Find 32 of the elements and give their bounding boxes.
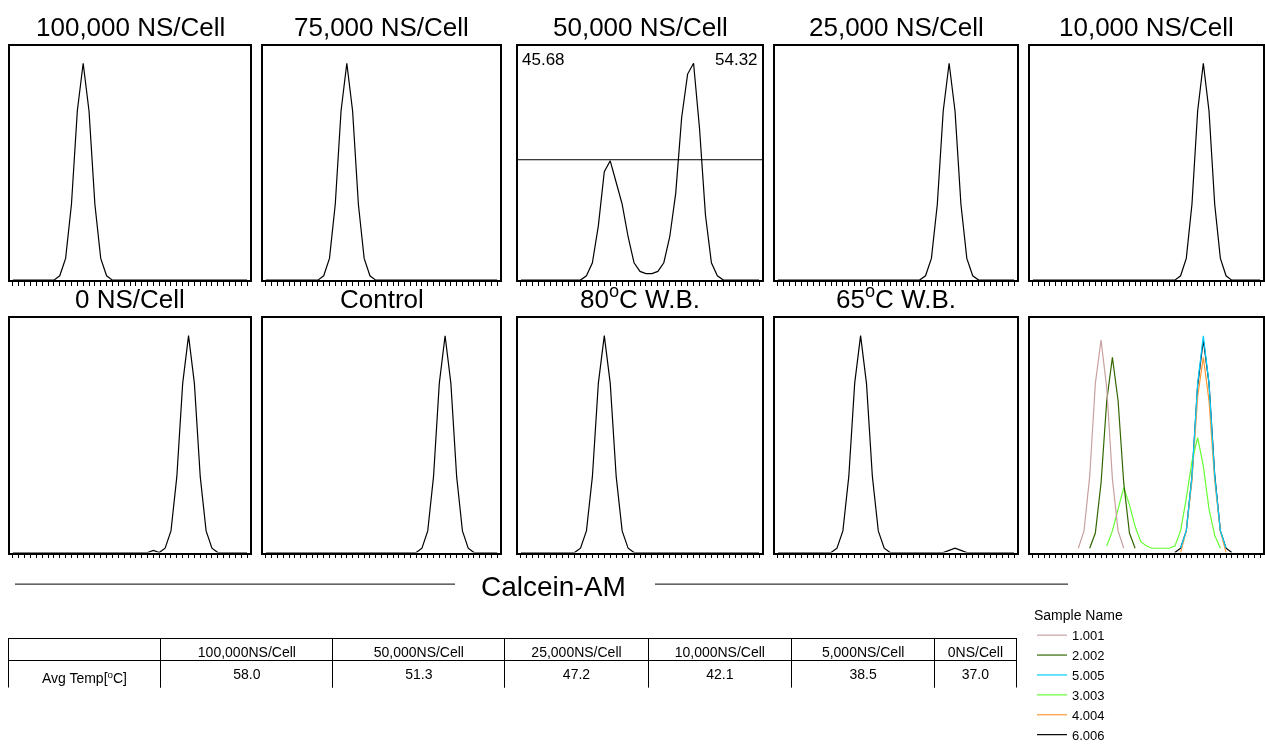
legend-label: 4.004: [1072, 707, 1105, 723]
data-label: 37.0: [961, 666, 990, 683]
chart-title: Control: [340, 284, 424, 314]
chart-title: 100,000 NS/Cell: [36, 12, 226, 42]
data-label: 38.5: [849, 666, 877, 683]
chart-title: 65$^{o}$C W.B.: [836, 281, 956, 314]
chart-title: 75,000 NS/Cell: [294, 12, 469, 42]
text: Avg Temp[$^{o}$C]: [41, 668, 127, 687]
category-label: 0NS/Cell: [947, 644, 1004, 661]
data-label: 51.3: [405, 666, 433, 683]
data-label: 58.0: [233, 666, 261, 683]
legend-label: 3.003: [1072, 687, 1105, 703]
legend-label: 5.005: [1072, 668, 1105, 684]
category-label: 100,000NS/Cell: [197, 644, 296, 661]
annotation: 45.68: [522, 50, 565, 69]
category-label: 10,000NS/Cell: [674, 644, 765, 661]
chart-title: 25,000 NS/Cell: [809, 12, 984, 42]
data-label: 42.1: [706, 666, 734, 683]
legend-label: 6.006: [1072, 727, 1105, 743]
data-label: 47.2: [562, 666, 591, 683]
text: Calcein-AM: [481, 571, 626, 602]
legend-label: 1.001: [1072, 628, 1105, 644]
category-label: 5,000NS/Cell: [821, 644, 905, 661]
chart-title: 80$^{o}$C W.B.: [580, 281, 700, 314]
chart-title: 50,000 NS/Cell: [553, 12, 728, 42]
chart-title: 10,000 NS/Cell: [1059, 12, 1234, 42]
annotation: 54.32: [715, 50, 758, 69]
legend-title: Sample Name: [1034, 607, 1123, 624]
category-label: 50,000NS/Cell: [373, 644, 464, 661]
chart-title: 0 NS/Cell: [75, 284, 185, 314]
category-label: 25,000NS/Cell: [531, 644, 622, 661]
legend-label: 2.002: [1072, 648, 1105, 664]
